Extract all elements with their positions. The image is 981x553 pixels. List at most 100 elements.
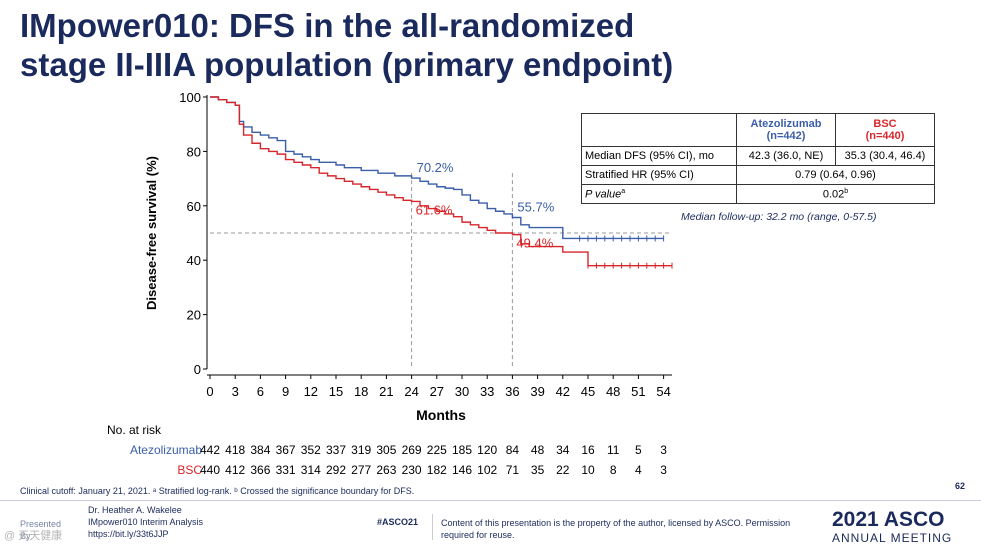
- x-axis-label: Months: [416, 407, 466, 423]
- y-axis-label: Disease-free survival (%): [144, 156, 159, 310]
- at-risk-count: 120: [477, 443, 498, 457]
- page-number: 62: [954, 481, 965, 491]
- x-tick-label: 3: [232, 384, 239, 399]
- x-tick-label: 21: [379, 384, 393, 399]
- asco-logo-year: 2021: [832, 508, 879, 531]
- table-row-p-value-sup: b: [844, 187, 849, 195]
- asco-logo-tagline: ANNUAL MEETING: [832, 531, 953, 545]
- at-risk-count: 182: [426, 463, 447, 477]
- at-risk-count: 384: [250, 443, 271, 457]
- median-followup-note: Median follow-up: 32.2 mo (range, 0-57.5…: [681, 211, 877, 223]
- table-row-p-value-text: 0.02: [822, 188, 845, 201]
- slide-title-line-1: IMpower010: DFS in the all-randomized: [20, 7, 635, 44]
- at-risk-count: 8: [609, 463, 617, 477]
- hashtag: #ASCO21: [377, 517, 419, 527]
- at-risk-count: 84: [505, 443, 520, 457]
- data-label-616: 61.6%: [416, 202, 453, 217]
- table-row-hr-value: 0.79 (0.64, 0.96): [736, 165, 935, 185]
- table-header-bsc: BSC (n=440): [835, 113, 935, 147]
- table-row-p-value: 0.02b: [736, 184, 935, 204]
- at-risk-count: 5: [635, 443, 642, 457]
- data-label-494: 49.4%: [516, 236, 553, 251]
- at-risk-count: 331: [275, 463, 296, 477]
- at-risk-count: 34: [556, 443, 570, 457]
- at-risk-count: 230: [401, 463, 422, 477]
- at-risk-row-bsc: BSC 440 412 366 331 314 292 277 263 230 182 146 102…: [0, 463, 981, 479]
- data-label-702: 70.2%: [417, 160, 454, 175]
- slide-title-line-2: stage II-IIIA population (primary endpoi…: [20, 46, 674, 83]
- x-tick-label: 12: [304, 384, 318, 399]
- at-risk-count: 277: [351, 463, 372, 477]
- x-tick-label: 33: [480, 384, 494, 399]
- km-curve-bsc: [210, 96, 672, 267]
- at-risk-count: 440: [199, 463, 221, 477]
- at-risk-count: 102: [477, 463, 498, 477]
- at-risk-count: 319: [351, 443, 372, 457]
- at-risk-count: 442: [199, 443, 221, 457]
- x-tick-label: 30: [455, 384, 469, 399]
- at-risk-count: 263: [376, 463, 397, 477]
- y-tick-label: 100: [179, 90, 201, 105]
- table-header-atezo-name: Atezolizumab: [750, 118, 822, 130]
- at-risk-count: 314: [300, 463, 321, 477]
- asco-logo: 2021 ASCO ANNUAL MEETING: [832, 508, 953, 546]
- at-risk-count: 22: [556, 463, 570, 477]
- footnote: Clinical cutoff: January 21, 2021. ᵃ Str…: [20, 486, 415, 496]
- table-header-bsc-name: BSC: [873, 118, 897, 130]
- y-tick-label: 60: [187, 199, 201, 214]
- x-tick-label: 6: [257, 384, 264, 399]
- at-risk-count: 185: [451, 443, 473, 457]
- table-header-atezo: Atezolizumab (n=442): [736, 113, 836, 147]
- at-risk-label-bsc: BSC: [177, 463, 202, 477]
- y-tick-label: 20: [187, 308, 201, 323]
- at-risk-count: 269: [401, 443, 422, 457]
- asco-logo-brand: ASCO: [883, 508, 945, 531]
- table-row-median-bsc: 35.3 (30.4, 46.4): [835, 146, 935, 166]
- at-risk-count: 367: [275, 443, 296, 457]
- table-row-hr-label: Stratified HR (95% CI): [581, 165, 737, 185]
- at-risk-count: 16: [581, 443, 595, 457]
- footer-divider: [0, 500, 981, 501]
- x-tick-label: 39: [530, 384, 544, 399]
- at-risk-count: 71: [505, 463, 520, 477]
- x-tick-label: 18: [354, 384, 368, 399]
- table-header-bsc-n: (n=440): [865, 130, 905, 142]
- x-tick-label: 45: [581, 384, 595, 399]
- stats-table: Atezolizumab (n=442) BSC (n=440) Median …: [581, 113, 935, 204]
- footer-separator: [432, 514, 433, 540]
- at-risk-count: 146: [451, 463, 473, 477]
- at-risk-count: 412: [225, 463, 246, 477]
- at-risk-count: 418: [225, 443, 246, 457]
- table-corner-cell: [581, 113, 737, 147]
- presenter-name: Dr. Heather A. Wakelee: [88, 505, 182, 515]
- y-tick-label: 40: [187, 253, 201, 268]
- at-risk-count: 292: [325, 463, 347, 477]
- at-risk-count: 3: [660, 463, 667, 477]
- x-tick-label: 24: [404, 384, 418, 399]
- x-tick-label: 42: [556, 384, 570, 399]
- x-tick-label: 27: [430, 384, 444, 399]
- presenter-subject: IMpower010 Interim Analysis: [88, 517, 204, 527]
- presenter-lines: Dr. Heather A. Wakelee IMpower010 Interi…: [88, 504, 203, 540]
- table-header-atezo-n: (n=442): [766, 130, 806, 142]
- at-risk-count: 305: [376, 443, 397, 457]
- table-row-p-label: P valuea: [581, 184, 737, 204]
- at-risk-count: 11: [606, 443, 620, 457]
- x-tick-label: 51: [631, 384, 645, 399]
- presenter-link[interactable]: https://bit.ly/33t6JJP: [88, 529, 169, 539]
- table-row-median-atezo: 42.3 (36.0, NE): [736, 146, 836, 166]
- y-tick-label: 80: [187, 144, 201, 159]
- at-risk-title: No. at risk: [107, 423, 162, 437]
- table-row-p-label-text: P value: [585, 188, 622, 201]
- data-label-557: 55.7%: [517, 199, 554, 214]
- at-risk-label-atezo: Atezolizumab: [129, 443, 202, 457]
- x-tick-label: 48: [606, 384, 620, 399]
- at-risk-count: 4: [635, 463, 642, 477]
- x-tick-label: 15: [329, 384, 343, 399]
- at-risk-count: 366: [250, 463, 271, 477]
- at-risk-count: 48: [530, 443, 545, 457]
- table-row-median-label: Median DFS (95% CI), mo: [581, 146, 737, 166]
- at-risk-count: 10: [581, 463, 595, 477]
- at-risk-count: 352: [300, 443, 321, 457]
